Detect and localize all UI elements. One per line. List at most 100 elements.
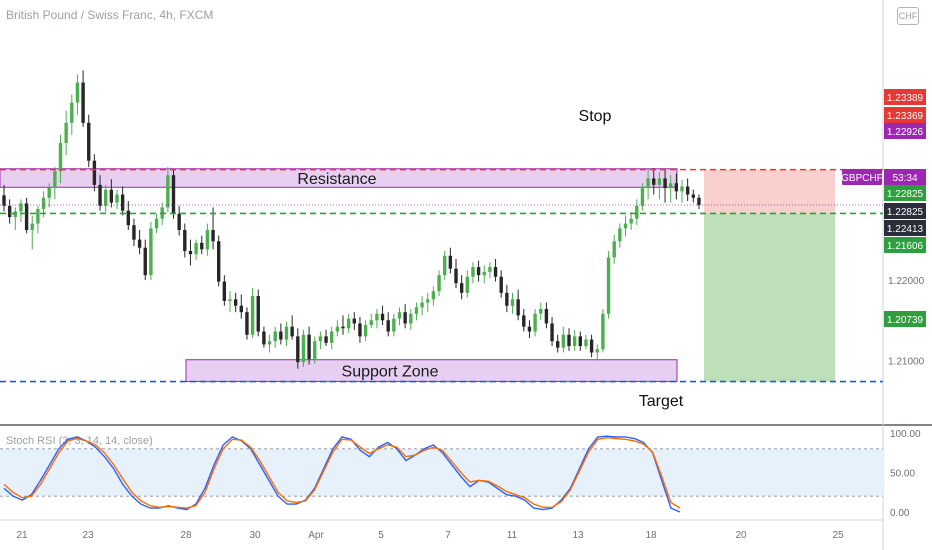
candle: [516, 289, 520, 321]
candle-body: [375, 313, 379, 321]
candle-body: [589, 339, 594, 353]
candle-body: [19, 203, 23, 212]
candle: [409, 308, 413, 330]
reward-zone: [704, 213, 835, 382]
candle: [663, 168, 667, 203]
candle-body: [595, 349, 599, 353]
candle: [680, 180, 684, 203]
candle-body: [669, 183, 673, 189]
candle: [267, 334, 272, 353]
price-badge-label: 1.22825: [887, 207, 924, 218]
candle: [674, 173, 679, 200]
time-tick-label: 23: [82, 530, 94, 541]
stoch-rsi-pane[interactable]: Stoch RSI (3, 3, 14, 14, close) 100.00 50.…: [0, 429, 921, 519]
candle: [499, 270, 503, 298]
candle: [471, 262, 475, 284]
candle: [454, 259, 458, 289]
candle-body: [290, 326, 294, 337]
candle: [177, 205, 181, 236]
stoch-title: Stoch RSI (3, 3, 14, 14, close): [6, 435, 153, 447]
support-zone-label: Support Zone: [342, 364, 439, 381]
candle-body: [431, 291, 436, 300]
candle-body: [70, 102, 74, 123]
price-badge: [884, 203, 926, 219]
price-badge-label: 1.21606: [887, 241, 924, 252]
candle-body: [267, 341, 272, 345]
candle: [318, 331, 323, 350]
candle-body: [646, 178, 650, 189]
candle-body: [392, 318, 396, 332]
candle: [527, 320, 532, 338]
price-badge-label: 1.22825: [887, 189, 924, 200]
candle-body: [13, 211, 17, 218]
candle: [2, 184, 6, 212]
candle-body: [217, 241, 221, 282]
candle-body: [567, 334, 571, 347]
candle: [505, 284, 509, 313]
candle-body: [233, 299, 238, 306]
candle: [194, 239, 198, 260]
candle-body: [132, 225, 136, 240]
candle: [250, 288, 255, 338]
candle-body: [200, 242, 204, 250]
candle-body: [380, 313, 385, 321]
candle: [290, 315, 294, 340]
price-axis[interactable]: 1.240001.220001.210001.233891.233691.229…: [841, 89, 926, 368]
candle-body: [211, 229, 215, 242]
candle: [137, 229, 142, 255]
stoch-k-line: [3, 435, 681, 513]
candle-body: [459, 283, 464, 293]
candle: [205, 223, 210, 256]
candle: [426, 292, 430, 313]
candle-body: [482, 271, 486, 276]
time-tick-label: 7: [445, 530, 451, 541]
candle-body: [92, 160, 97, 185]
candle-body: [341, 326, 345, 329]
time-tick-label: 11: [507, 530, 518, 541]
currency-badge[interactable]: CHF: [897, 7, 919, 25]
candle-body: [601, 313, 605, 350]
candle: [228, 291, 232, 313]
candle: [567, 328, 571, 351]
time-tick-label: 21: [16, 530, 28, 541]
candle-body: [572, 336, 577, 347]
candle-body: [7, 205, 12, 218]
candlestick-series[interactable]: [2, 70, 701, 369]
candle-body: [352, 318, 356, 324]
candle-body: [550, 323, 554, 342]
candle: [273, 326, 277, 348]
candle: [618, 223, 622, 248]
candle: [132, 218, 136, 247]
stoch-tick-label: 50.00: [890, 469, 915, 480]
price-badge-label: 1.22926: [887, 127, 924, 138]
candle: [24, 197, 29, 234]
candle: [324, 329, 328, 347]
candle: [211, 207, 215, 250]
candle: [431, 286, 436, 306]
candle: [397, 307, 402, 326]
candle: [533, 308, 537, 337]
candle: [330, 326, 334, 350]
candle-body: [335, 326, 340, 332]
candle: [488, 262, 492, 279]
candle-body: [273, 331, 277, 342]
candle: [476, 260, 481, 282]
candle-body: [578, 336, 582, 347]
candle: [646, 168, 650, 200]
candle-body: [81, 82, 85, 123]
candle-body: [397, 312, 402, 319]
candle-body: [680, 186, 684, 192]
candle-body: [629, 218, 633, 224]
candle: [109, 179, 114, 208]
candle: [341, 315, 345, 335]
candle: [120, 186, 125, 216]
time-tick-label: 18: [645, 530, 657, 541]
candle: [386, 312, 390, 337]
candle: [30, 215, 34, 250]
candle-body: [697, 197, 701, 206]
time-axis[interactable]: 21 23 28 30 Apr 5 7 11 13 18 20 25: [16, 530, 844, 541]
candle: [47, 183, 51, 208]
candle: [493, 259, 498, 282]
candle-body: [239, 305, 243, 313]
